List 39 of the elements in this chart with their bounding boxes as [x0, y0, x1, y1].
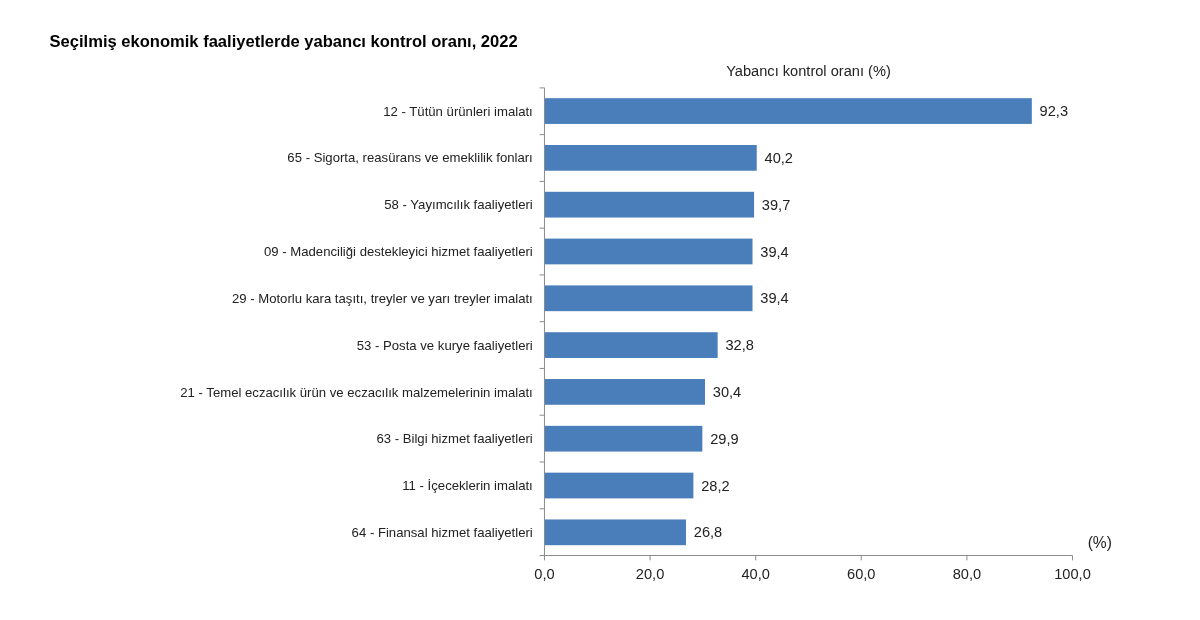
- y-tick-label: 53 - Posta ve kurye faaliyetleri: [356, 337, 533, 353]
- x-axis-title: (%): [1087, 533, 1112, 551]
- data-label: 39,4: [760, 290, 789, 307]
- data-label: 29,9: [710, 430, 739, 447]
- y-tick-label: 63 - Bilgi hizmet faaliyetleri: [376, 431, 533, 447]
- x-tick-label: 0,0: [534, 565, 555, 582]
- y-tick-label: 09 - Madenciliği destekleyici hizmet faaliyetleri: [264, 244, 533, 260]
- data-label: 40,2: [764, 149, 793, 166]
- x-tick-label: 60,0: [847, 565, 876, 582]
- y-tick-label: 21 - Temel eczacılık ürün ve eczacılık malzemelerinin imalatı: [180, 384, 533, 400]
- bar: [544, 379, 705, 405]
- data-label: 26,8: [693, 524, 723, 541]
- y-tick-label: 64 - Finansal hizmet faaliyetleri: [351, 524, 533, 540]
- x-tick-label: 20,0: [635, 565, 665, 582]
- data-label: 39,4: [760, 243, 789, 260]
- bar: [544, 285, 753, 312]
- bar: [544, 238, 753, 265]
- data-label: 92,3: [1039, 103, 1069, 120]
- y-tick-label: 58 - Yayımcılık faaliyetleri: [384, 197, 533, 213]
- bar: [544, 191, 755, 218]
- y-tick-label: 12 - Tütün ürünleri imalatı: [383, 103, 533, 119]
- data-label: 32,8: [725, 337, 754, 354]
- y-tick-label: 29 - Motorlu kara taşıtı, treyler ve yarı treyler imalatı: [231, 290, 533, 306]
- text: Seçilmiş ekonomik faaliyetlerde yabancı kontrol oranı, 2022: [49, 31, 518, 51]
- data-label: 39,7: [761, 196, 791, 213]
- y-tick-label: 65 - Sigorta, reasürans ve emeklilik fonları: [287, 150, 533, 166]
- bar: [544, 425, 703, 452]
- x-tick-label: 100,0: [1054, 565, 1091, 582]
- bar: [544, 98, 1032, 124]
- bar: [544, 332, 718, 358]
- bar: [544, 144, 757, 171]
- bar: [544, 519, 686, 546]
- x-tick-label: 40,0: [741, 565, 770, 582]
- data-label: 30,4: [712, 384, 742, 401]
- y-tick-label: 11 - İçeceklerin imalatı: [402, 478, 533, 494]
- chart-subtitle: Yabancı kontrol oranı (%): [726, 63, 891, 80]
- x-tick-label: 80,0: [952, 565, 982, 582]
- data-label: 28,2: [701, 477, 730, 494]
- bar: [544, 472, 694, 499]
